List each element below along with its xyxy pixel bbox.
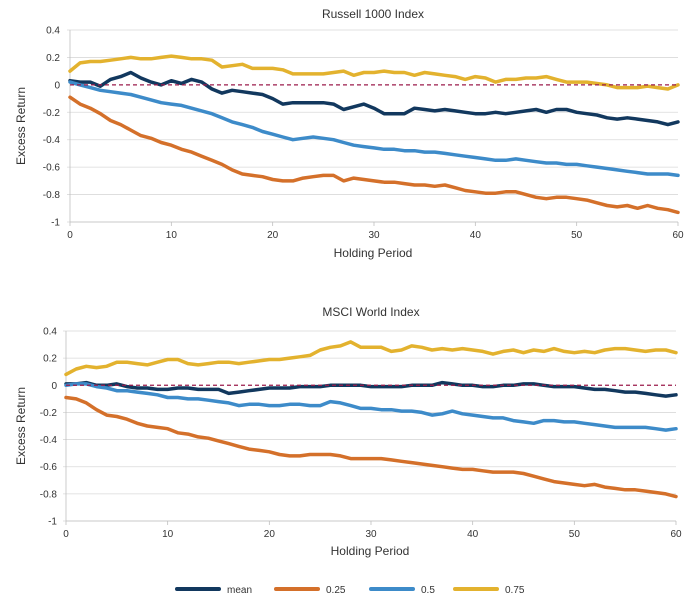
y-axis-label: Excess Return xyxy=(14,387,28,465)
y-tick-label: -0.8 xyxy=(40,489,58,500)
russell-1000-panel: Russell 1000 Index Excess Return Holding… xyxy=(14,7,684,260)
legend-label: 0.5 xyxy=(421,585,435,596)
y-tick-label: -0.2 xyxy=(40,408,58,419)
msci-world-panel: MSCI World Index Excess Return Holding P… xyxy=(14,305,682,558)
series-line-0-25 xyxy=(64,395,678,499)
y-tick-label: -1 xyxy=(51,218,60,229)
series-line-0-75 xyxy=(68,54,680,91)
y-tick-label: 0.2 xyxy=(43,354,57,365)
y-tick-label: 0.4 xyxy=(46,26,60,37)
y-tick-label: 0.2 xyxy=(46,53,60,64)
x-tick-label: 0 xyxy=(67,230,73,241)
y-tick-label: -0.6 xyxy=(40,462,58,473)
y-tick-label: -0.2 xyxy=(43,108,61,119)
x-tick-label: 30 xyxy=(368,230,380,241)
legend-label: mean xyxy=(227,585,252,596)
x-tick-label: 50 xyxy=(571,230,583,241)
x-tick-label: 30 xyxy=(365,529,377,540)
x-tick-label: 10 xyxy=(162,529,174,540)
x-tick-label: 20 xyxy=(267,230,279,241)
y-tick-label: 0 xyxy=(54,80,60,91)
x-axis-label: Holding Period xyxy=(334,246,413,260)
chart-title: Russell 1000 Index xyxy=(322,7,424,21)
y-tick-label: -0.4 xyxy=(43,135,61,146)
series-line-mean xyxy=(68,70,680,127)
x-tick-label: 60 xyxy=(670,529,682,540)
series-line-0-5 xyxy=(64,382,678,432)
y-tick-label: 0 xyxy=(51,381,57,392)
y-tick-label: -1 xyxy=(48,517,57,528)
x-tick-label: 0 xyxy=(63,529,69,540)
x-axis-label: Holding Period xyxy=(331,544,410,558)
legend-label: 0.25 xyxy=(326,585,346,596)
series-line-mean xyxy=(64,380,678,398)
y-tick-label: -0.6 xyxy=(43,163,61,174)
x-tick-label: 60 xyxy=(672,230,684,241)
series-line-0-5 xyxy=(68,80,680,178)
series-line-0-25 xyxy=(68,95,680,215)
x-tick-label: 10 xyxy=(166,230,178,241)
x-tick-label: 20 xyxy=(264,529,276,540)
x-tick-label: 50 xyxy=(569,529,581,540)
y-tick-label: -0.4 xyxy=(40,435,58,446)
series-line-0-75 xyxy=(64,340,678,377)
y-tick-label: 0.4 xyxy=(43,327,57,338)
y-axis-label: Excess Return xyxy=(14,87,28,165)
legend-label: 0.75 xyxy=(505,585,525,596)
y-tick-label: -0.8 xyxy=(43,190,61,201)
legend: mean 0.25 0.5 0.75 xyxy=(175,585,525,596)
chart-title: MSCI World Index xyxy=(322,305,419,319)
x-tick-label: 40 xyxy=(467,529,479,540)
x-tick-label: 40 xyxy=(470,230,482,241)
